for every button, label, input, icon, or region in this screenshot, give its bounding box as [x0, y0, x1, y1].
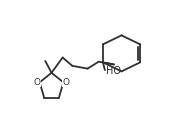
Text: O: O	[62, 78, 69, 87]
Text: O: O	[34, 78, 41, 87]
Text: HO: HO	[106, 66, 121, 76]
